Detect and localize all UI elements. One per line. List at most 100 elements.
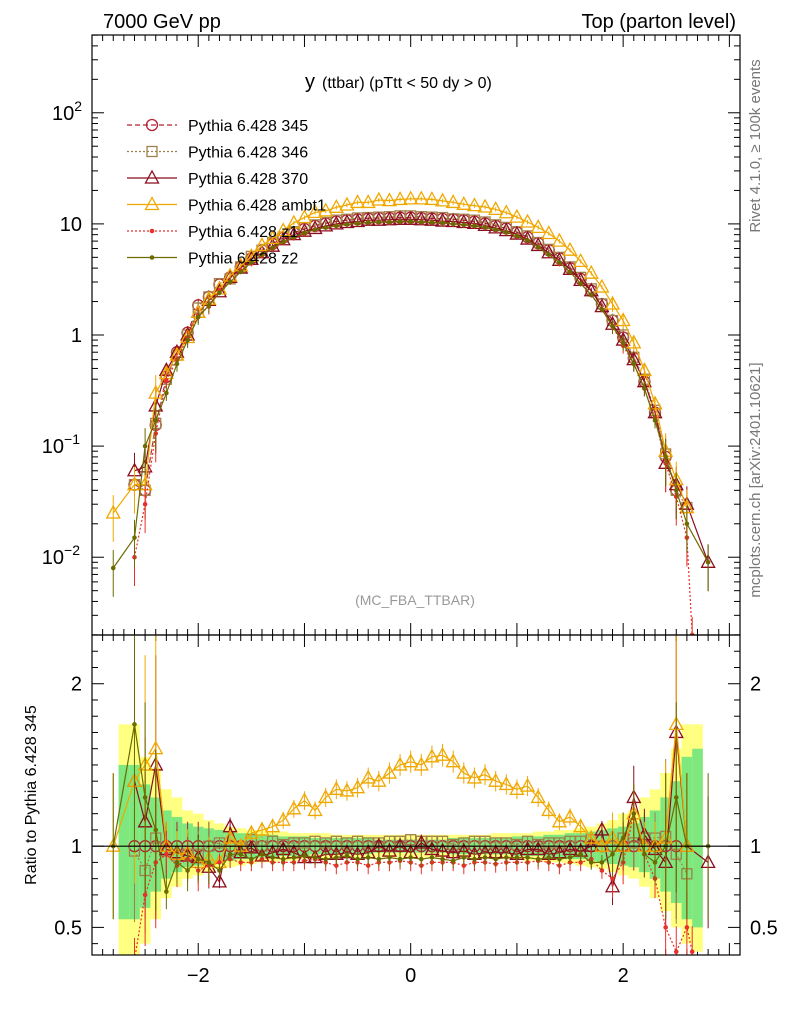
marker-triangle xyxy=(275,811,291,826)
marker-triangle xyxy=(126,476,143,491)
analysis-watermark: (MC_FBA_TTBAR) xyxy=(355,592,475,608)
marker-triangle xyxy=(488,772,504,787)
marker-dot xyxy=(164,390,169,396)
series-2-main xyxy=(126,210,716,592)
marker-dot xyxy=(195,856,201,862)
marker-triangle xyxy=(519,213,536,228)
rivet-label: Rivet 4.1.0, ≥ 100k events xyxy=(747,59,764,232)
marker-triangle xyxy=(573,818,589,833)
marker-dot xyxy=(419,219,424,225)
marker-dot xyxy=(323,856,329,862)
marker-triangle xyxy=(573,252,589,268)
legend-entry: Pythia 6.428 346 xyxy=(127,145,308,162)
marker-dot xyxy=(472,223,477,229)
legend-label: Pythia 6.428 370 xyxy=(188,171,308,188)
marker-triangle xyxy=(144,196,160,211)
marker-dot xyxy=(355,221,360,226)
marker-triangle xyxy=(307,802,323,817)
marker-triangle xyxy=(519,777,536,792)
marker-triangle xyxy=(339,214,355,229)
marker-dot xyxy=(164,378,169,383)
marker-dot xyxy=(302,853,307,859)
legend-label: Pythia 6.428 346 xyxy=(188,145,308,162)
marker-dot xyxy=(419,856,424,862)
marker-dot xyxy=(535,244,541,250)
marker-dot xyxy=(610,323,615,329)
series-2-line xyxy=(134,218,709,563)
marker-dot xyxy=(546,252,552,257)
marker-dot xyxy=(514,855,520,860)
marker-dot xyxy=(291,234,297,240)
marker-dot xyxy=(174,860,180,865)
marker-triangle xyxy=(551,232,568,247)
marker-triangle xyxy=(296,209,313,224)
marker-triangle xyxy=(328,198,344,213)
marker-dot xyxy=(503,855,509,860)
marker-dot xyxy=(334,223,339,229)
marker-dot xyxy=(599,307,605,312)
main-y-tick-label: 10 xyxy=(60,214,82,236)
marker-dot xyxy=(227,851,233,857)
marker-dot xyxy=(567,269,573,275)
marker-dot xyxy=(673,949,679,955)
marker-triangle xyxy=(328,780,344,795)
x-tick-label: 0 xyxy=(405,965,416,987)
ratio-data xyxy=(105,635,716,962)
marker-triangle xyxy=(392,191,408,206)
marker-triangle xyxy=(349,194,366,209)
marker-dot xyxy=(557,260,562,265)
marker-triangle xyxy=(318,202,334,217)
marker-triangle xyxy=(509,208,525,223)
marker-dot xyxy=(334,855,339,860)
legend: Pythia 6.428 345 Pythia 6.428 346 Pythia 6… xyxy=(127,118,326,268)
marker-triangle xyxy=(105,504,121,519)
legend-label: Pythia 6.428 z2 xyxy=(188,251,298,268)
marker-triangle xyxy=(594,837,610,852)
marker-dot xyxy=(133,958,137,962)
marker-square xyxy=(146,145,158,158)
marker-dot xyxy=(149,228,155,234)
marker-dot xyxy=(429,220,435,225)
ratio-y-tick-label-right: 2 xyxy=(750,674,761,696)
marker-dot xyxy=(387,855,392,860)
main-data xyxy=(105,190,716,635)
marker-dot xyxy=(259,252,265,257)
main-y-tick-label: 1 xyxy=(71,325,82,347)
marker-dot xyxy=(525,238,530,243)
marker-triangle xyxy=(488,219,504,234)
ratio-frame xyxy=(91,634,741,956)
marker-triangle xyxy=(413,834,429,849)
legend-entry: Pythia 6.428 z1 xyxy=(127,224,298,241)
marker-dot xyxy=(588,292,594,298)
marker-dot xyxy=(206,860,212,865)
ratio-y-axis-label: Ratio to Pythia 6.428 345 xyxy=(23,705,40,885)
marker-dot xyxy=(450,221,456,227)
marker-dot xyxy=(365,220,371,225)
marker-dot xyxy=(535,856,541,862)
marker-dot xyxy=(376,219,382,225)
marker-dot xyxy=(684,925,690,930)
marker-triangle xyxy=(445,753,461,768)
marker-triangle xyxy=(434,746,451,761)
marker-dot xyxy=(493,856,498,862)
marker-dot xyxy=(312,227,318,232)
marker-dot xyxy=(578,851,583,857)
marker-dot xyxy=(185,868,190,873)
marker-dot xyxy=(620,340,626,346)
marker-triangle xyxy=(381,764,398,779)
main-y-tick-label: 102 xyxy=(52,98,82,125)
marker-dot xyxy=(132,535,137,540)
marker-triangle xyxy=(371,837,387,852)
marker-dot xyxy=(663,454,668,460)
marker-dot xyxy=(461,222,467,228)
marker-triangle xyxy=(551,813,568,828)
marker-dot xyxy=(578,281,583,286)
marker-dot xyxy=(238,851,244,857)
marker-triangle xyxy=(222,829,238,844)
marker-triangle xyxy=(339,782,355,797)
ratio-plot-area: 2 2 1 1 0.5 0.5 −2 0 2 xyxy=(54,634,778,987)
marker-triangle xyxy=(530,219,546,234)
marker-dot xyxy=(588,860,594,865)
ratio-y-tick-label-left: 0.5 xyxy=(54,917,82,939)
marker-dot xyxy=(195,314,201,320)
